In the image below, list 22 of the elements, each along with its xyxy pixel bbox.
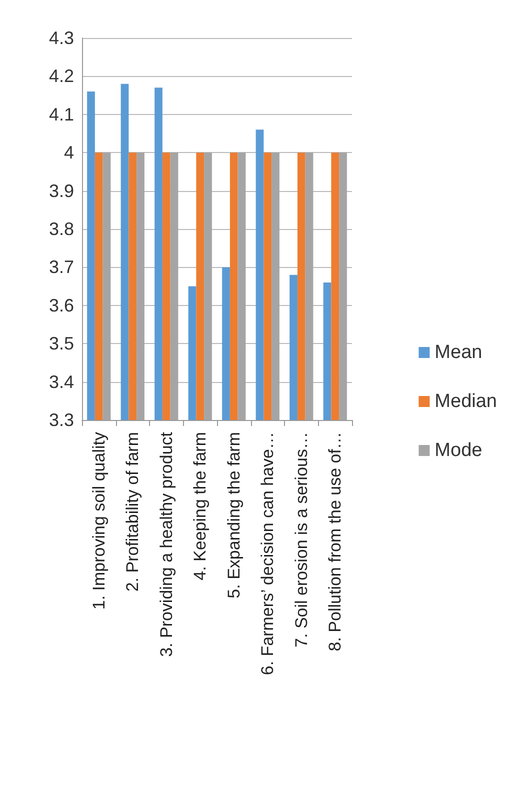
y-tick-label: 3.9 [48,180,74,201]
y-tick-label: 3.6 [48,295,74,316]
y-tick-label: 3.5 [48,334,74,354]
y-tick-label: 3.3 [48,410,74,430]
y-tick-label: 3.8 [48,219,74,239]
x-tick-label: 2. Profitability of farm [123,432,142,592]
y-tick-label: 4.1 [48,104,74,124]
x-tick-label: 1. Improving soil quality [89,432,108,610]
legend-label: Median [434,391,498,412]
x-tick-label: 7. Soil erosion is a serious… [292,432,311,648]
x-tick-label: 8. Pollution from the use of… [326,432,345,652]
x-tick-label: 5. Expanding the farm [224,432,244,598]
legend-label: Mean [434,342,482,363]
y-tick-label: 4 [64,142,74,163]
y-tick-label: 3.4 [48,372,74,392]
y-tick-label: 4.2 [48,66,74,86]
y-tick-label: 4.3 [48,28,74,48]
y-tick-label: 3.7 [48,257,74,278]
x-tick-label: 6. Farmers’ decision can have… [258,432,278,676]
legend-label: Mode [434,440,482,461]
x-tick-label: 4. Keeping the farm [190,432,210,580]
x-tick-label: 3. Providing a healthy product [156,432,176,657]
